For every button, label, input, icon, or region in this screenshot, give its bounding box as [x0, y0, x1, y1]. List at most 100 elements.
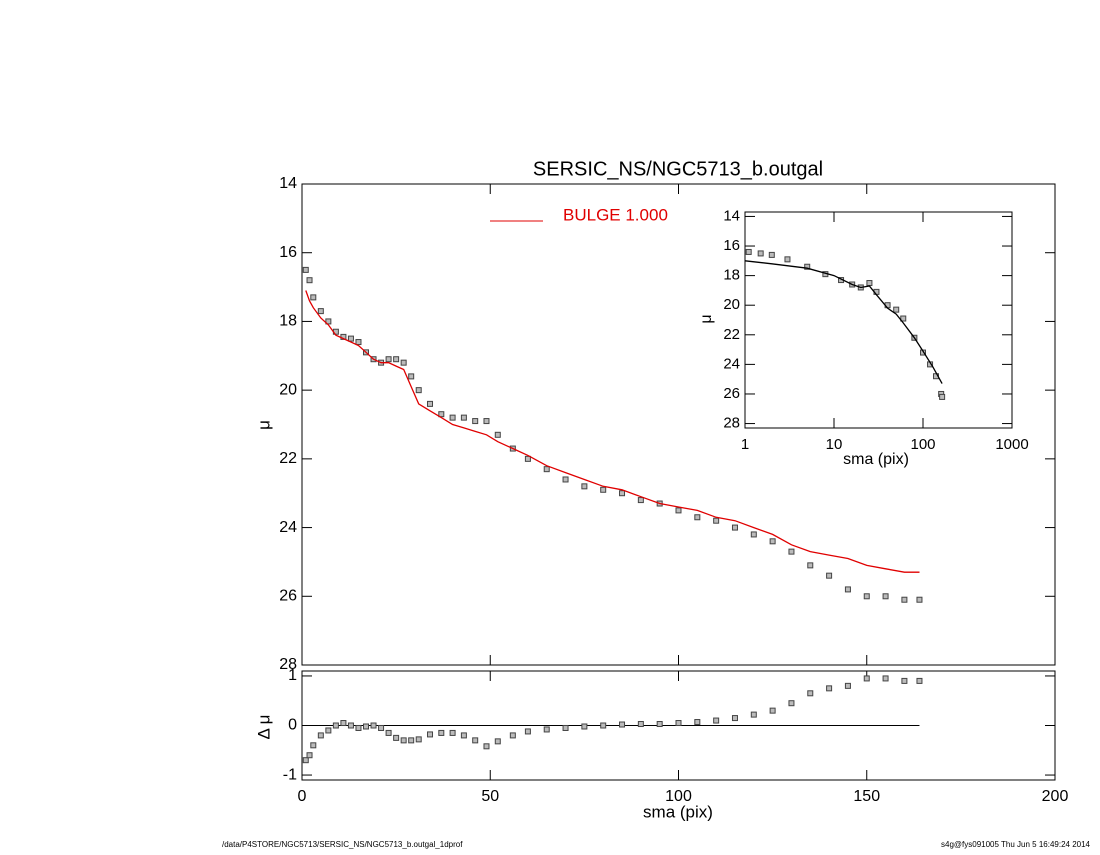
- x-tick-label: 1: [741, 436, 749, 453]
- data-point: [302, 757, 309, 764]
- y-tick-label: 18: [723, 267, 740, 284]
- data-point: [393, 356, 400, 363]
- data-point: [619, 490, 626, 497]
- data-point: [524, 455, 531, 462]
- data-point: [355, 724, 362, 731]
- x-tick-label: 100: [665, 788, 692, 805]
- data-point: [400, 359, 407, 366]
- data-point: [310, 294, 317, 301]
- data-point: [427, 731, 434, 738]
- data-point: [713, 517, 720, 524]
- data-point: [483, 418, 490, 425]
- data-point: [694, 719, 701, 726]
- data-point: [427, 400, 434, 407]
- x-axis-label: sma (pix): [643, 802, 713, 821]
- data-point: [901, 677, 908, 684]
- data-point: [415, 736, 422, 743]
- chart-title: SERSIC_NS/NGC5713_b.outgal: [533, 158, 823, 180]
- x-tick-label: 0: [298, 788, 307, 805]
- y-tick-label: 20: [723, 296, 740, 313]
- data-point: [619, 721, 626, 728]
- data-point: [562, 476, 569, 483]
- data-point: [460, 414, 467, 421]
- x-tick-label: 50: [481, 788, 499, 805]
- data-point: [844, 586, 851, 593]
- data-point: [900, 315, 907, 322]
- data-point: [509, 732, 516, 739]
- data-point: [675, 507, 682, 514]
- data-point: [901, 596, 908, 603]
- data-point: [788, 700, 795, 707]
- model-line: [744, 260, 943, 384]
- data-point: [768, 251, 775, 258]
- y-tick-label: 1: [288, 667, 297, 684]
- y-tick-label: 22: [723, 326, 740, 343]
- data-point: [385, 729, 392, 736]
- data-point: [637, 721, 644, 728]
- data-point: [449, 414, 456, 421]
- data-point: [355, 339, 362, 346]
- y-tick-label: 26: [723, 385, 740, 402]
- data-point: [804, 263, 811, 270]
- data-point: [460, 732, 467, 739]
- data-point: [393, 734, 400, 741]
- x-tick-label: 100: [910, 436, 935, 453]
- data-point: [325, 318, 332, 325]
- data-point: [581, 483, 588, 490]
- y-tick-label: 18: [279, 313, 297, 330]
- data-point: [340, 720, 347, 727]
- footer-right: s4g@fys091005 Thu Jun 5 16:49:24 2014: [941, 840, 1091, 849]
- y-tick-label: 14: [723, 207, 740, 224]
- data-point: [916, 596, 923, 603]
- y-tick-label: 16: [723, 237, 740, 254]
- data-point: [306, 752, 313, 759]
- data-point: [385, 356, 392, 363]
- y-tick-label: 14: [279, 175, 297, 192]
- y-tick-label: 24: [723, 355, 740, 372]
- plot-frame: [301, 183, 1056, 666]
- data-point: [449, 729, 456, 736]
- plot-frame: [744, 211, 1013, 429]
- data-point: [306, 277, 313, 284]
- data-point: [363, 723, 370, 730]
- y-axis-label: Δ μ: [254, 715, 273, 740]
- data-point: [939, 393, 946, 400]
- data-point: [347, 722, 354, 729]
- data-point: [882, 593, 889, 600]
- data-point: [543, 466, 550, 473]
- data-point: [784, 256, 791, 263]
- data-point: [745, 248, 752, 255]
- data-point: [472, 418, 479, 425]
- data-point: [893, 306, 900, 313]
- x-tick-label: 10: [826, 436, 843, 453]
- data-point: [600, 722, 607, 729]
- data-point: [750, 531, 757, 538]
- data-point: [494, 431, 501, 438]
- data-point: [750, 711, 757, 718]
- data-point: [826, 685, 833, 692]
- data-point: [408, 737, 415, 744]
- data-point: [302, 266, 309, 273]
- data-point: [807, 690, 814, 697]
- data-point: [675, 720, 682, 727]
- data-point: [543, 726, 550, 733]
- data-point: [656, 721, 663, 728]
- data-point: [757, 250, 764, 257]
- y-tick-label: 16: [279, 244, 297, 261]
- legend-label: BULGE 1.000: [563, 205, 668, 224]
- data-point: [788, 548, 795, 555]
- data-point: [317, 308, 324, 315]
- data-point: [769, 707, 776, 714]
- data-point: [317, 732, 324, 739]
- data-point: [332, 722, 339, 729]
- data-point: [438, 411, 445, 418]
- data-point: [916, 677, 923, 684]
- data-point: [408, 373, 415, 380]
- data-point: [863, 675, 870, 682]
- data-point: [310, 742, 317, 749]
- x-tick-label: 1000: [995, 436, 1028, 453]
- data-point: [694, 514, 701, 521]
- data-point: [844, 682, 851, 689]
- data-point: [438, 729, 445, 736]
